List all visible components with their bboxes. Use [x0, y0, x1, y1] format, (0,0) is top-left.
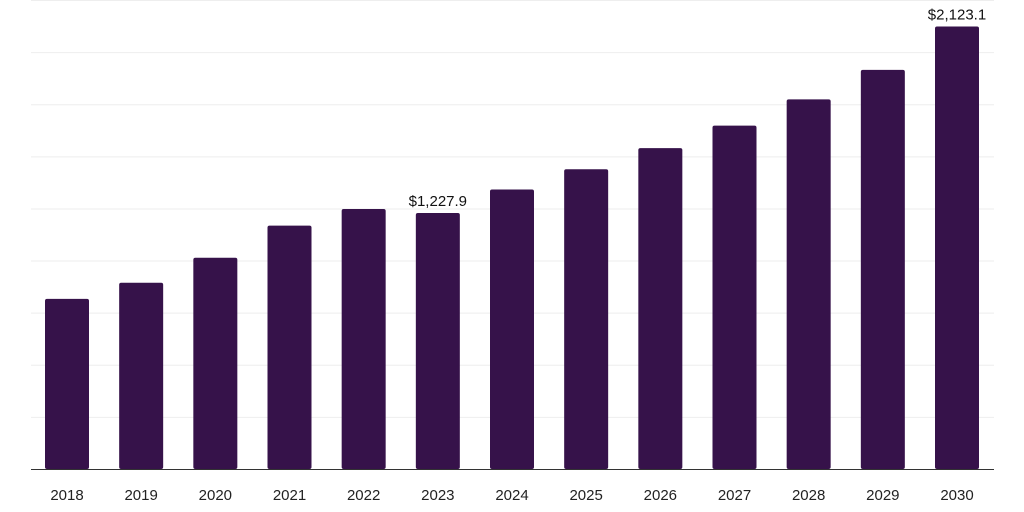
bars — [45, 26, 979, 470]
x-tick-label-2019: 2019 — [124, 487, 157, 504]
bar-2025 — [564, 169, 609, 469]
x-tick-label-2028: 2028 — [792, 487, 825, 504]
x-tick-label-2021: 2021 — [273, 487, 306, 504]
x-tick-label-2020: 2020 — [199, 487, 232, 504]
bar-2020 — [193, 257, 238, 469]
bar-2024 — [490, 189, 534, 470]
data-label-2023: $1,227.9 — [409, 193, 467, 210]
bar-2021 — [267, 225, 312, 469]
bar-2018 — [45, 298, 89, 469]
bar-2023 — [415, 213, 460, 469]
x-tick-label-2023: 2023 — [421, 487, 454, 504]
data-label-2030: $2,123.1 — [928, 6, 986, 23]
x-tick-label-2018: 2018 — [50, 487, 83, 504]
x-tick-label-2026: 2026 — [644, 487, 677, 504]
x-tick-label-2025: 2025 — [569, 487, 602, 504]
bar-2022 — [341, 209, 386, 470]
x-tick-label-2030: 2030 — [940, 487, 973, 504]
x-tick-label-2024: 2024 — [495, 487, 528, 504]
bar-2027 — [712, 125, 757, 470]
data-labels: $1,227.9 $2,123.1 — [409, 6, 987, 210]
x-axis-tick-labels: 2018 2019 2020 2021 2022 2023 2024 2025 2026 2027… — [50, 487, 973, 504]
x-tick-label-2029: 2029 — [866, 487, 899, 504]
x-tick-label-2022: 2022 — [347, 487, 380, 504]
bar-2019 — [119, 282, 164, 469]
bar-2029 — [860, 69, 905, 469]
bar-2026 — [638, 148, 683, 469]
bar-2028 — [786, 99, 831, 469]
x-tick-label-2027: 2027 — [718, 487, 751, 504]
bar-2030 — [935, 26, 979, 469]
